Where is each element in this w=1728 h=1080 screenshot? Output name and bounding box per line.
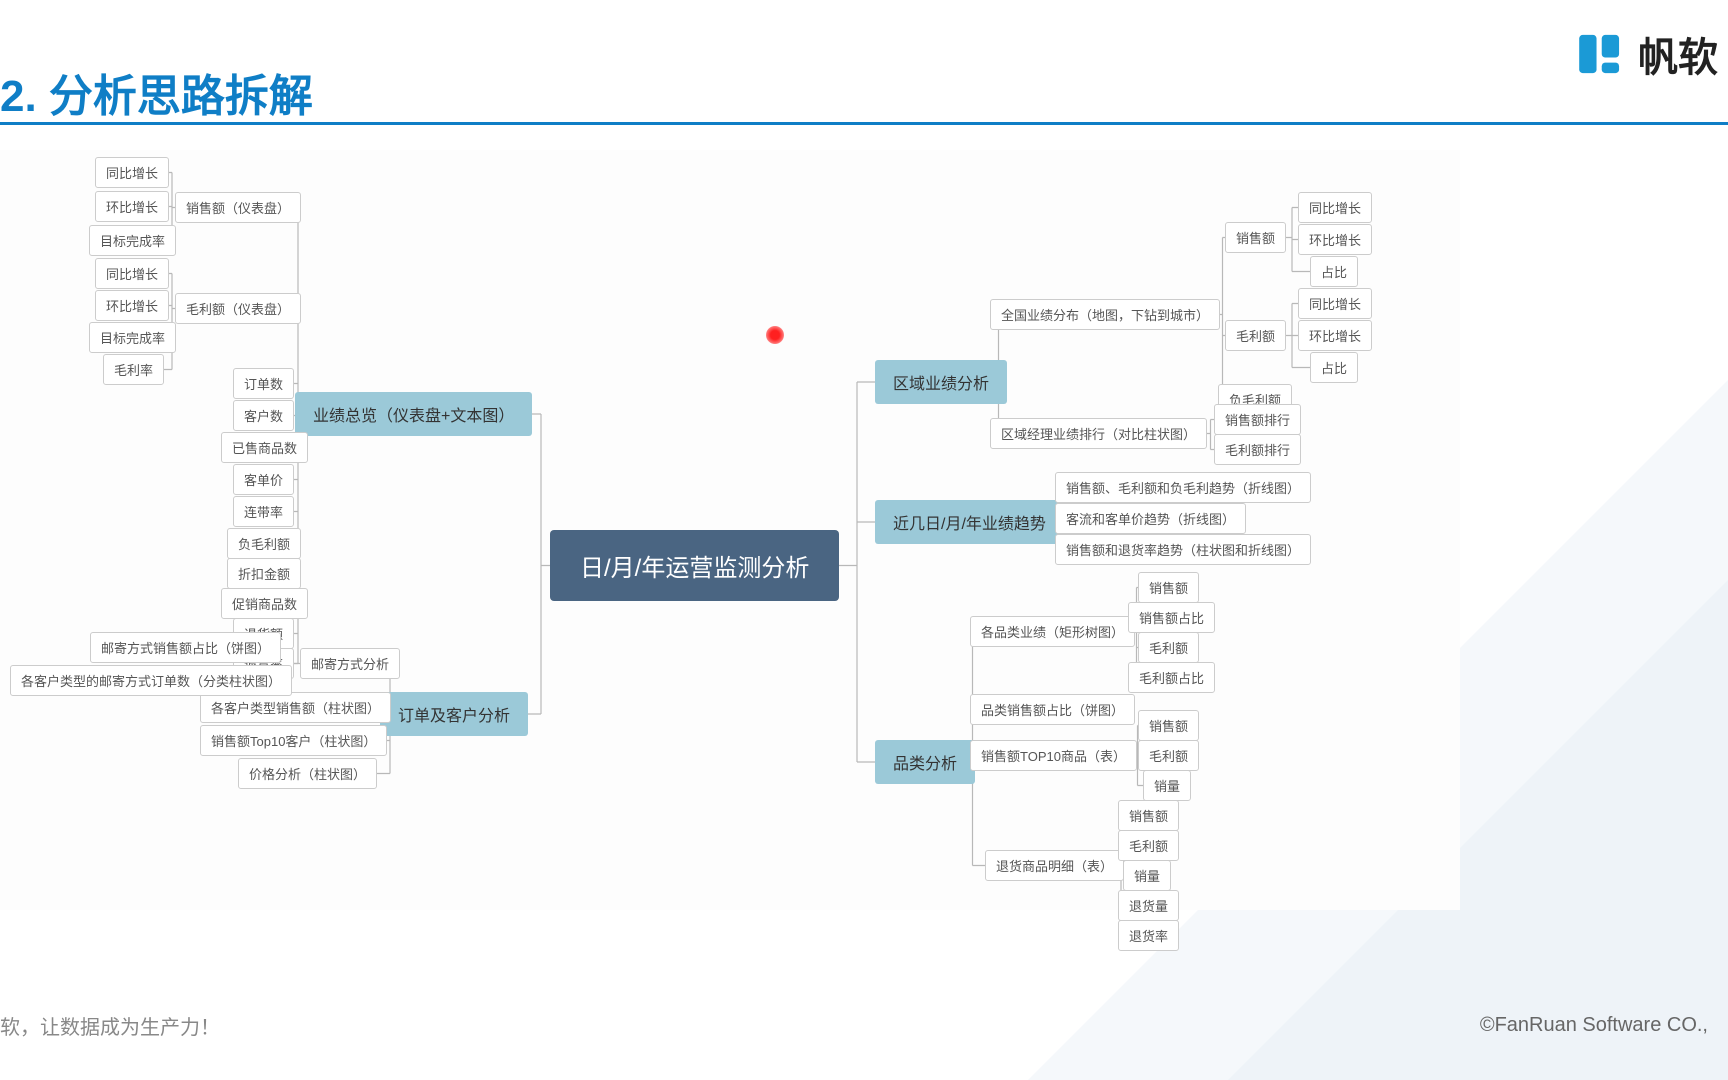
branch-order_customer: 订单及客户分析: [380, 692, 528, 736]
leaf-perf_overview-2-4: 连带率: [233, 496, 294, 527]
leaf-region-0-0: 销售额: [1225, 222, 1286, 253]
sub-category-3: 退货商品明细（表）: [985, 850, 1124, 881]
root-node: 日/月/年运营监测分析: [550, 530, 839, 601]
leaf-region-0-1-0: 同比增长: [1298, 288, 1372, 319]
leaf-perf_overview-1-0: 同比增长: [95, 258, 169, 289]
sub-order_customer-0: 邮寄方式分析: [300, 648, 400, 679]
leaf-order_customer-1-2: 价格分析（柱状图）: [238, 758, 377, 789]
sub-category-0: 各品类业绩（矩形树图）: [970, 616, 1135, 647]
leaf-category-2-2: 销量: [1143, 770, 1191, 801]
leaf-order_customer-1-0: 各客户类型销售额（柱状图）: [200, 692, 391, 723]
leaf-region-0-0-2: 占比: [1310, 256, 1358, 287]
leaf-order_customer-1-1: 销售额Top10客户（柱状图）: [200, 725, 387, 756]
leaf-perf_overview-0-2: 目标完成率: [89, 225, 176, 256]
leaf-perf_overview-2-1: 客户数: [233, 400, 294, 431]
leaf-perf_overview-1-2: 目标完成率: [89, 322, 176, 353]
header: 2. 分析思路拆解 帆软: [0, 0, 1728, 140]
branch-trend: 近几日/月/年业绩趋势: [875, 500, 1064, 544]
leaf-order_customer-0-1: 各客户类型的邮寄方式订单数（分类柱状图）: [10, 665, 292, 696]
laser-pointer-dot: [766, 326, 784, 344]
logo: 帆软: [1574, 25, 1718, 83]
leaf-category-3-0: 销售额: [1118, 800, 1179, 831]
leaf-category-3-2: 销量: [1123, 860, 1171, 891]
leaf-region-0-0-1: 环比增长: [1298, 224, 1372, 255]
leaf-perf_overview-1-3: 毛利率: [103, 354, 164, 385]
sub-trend-1: 客流和客单价趋势（折线图）: [1055, 503, 1246, 534]
leaf-region-0-1: 毛利额: [1225, 320, 1286, 351]
sub-category-2: 销售额TOP10商品（表）: [970, 740, 1137, 771]
leaf-perf_overview-2-3: 客单价: [233, 464, 294, 495]
leaf-region-0-0-0: 同比增长: [1298, 192, 1372, 223]
footer-tagline: 软，让数据成为生产力！: [0, 1011, 220, 1040]
leaf-category-0-0: 销售额: [1138, 572, 1199, 603]
sub-trend-2: 销售额和退货率趋势（柱状图和折线图）: [1055, 534, 1311, 565]
sub-perf_overview-0: 销售额（仪表盘）: [175, 192, 301, 223]
leaf-perf_overview-0-1: 环比增长: [95, 191, 169, 222]
leaf-region-0-1-2: 占比: [1310, 352, 1358, 383]
leaf-category-3-3: 退货量: [1118, 890, 1179, 921]
branch-region: 区域业绩分析: [875, 360, 1007, 404]
sub-category-1: 品类销售额占比（饼图）: [970, 694, 1135, 725]
fanruan-logo-icon: [1574, 28, 1626, 80]
leaf-category-3-4: 退货率: [1118, 920, 1179, 951]
leaf-region-0-1-1: 环比增长: [1298, 320, 1372, 351]
footer: 软，让数据成为生产力！ ©FanRuan Software CO.,: [0, 1000, 1728, 1050]
sub-region-1: 区域经理业绩排行（对比柱状图）: [990, 418, 1207, 449]
leaf-category-2-0: 销售额: [1138, 710, 1199, 741]
sub-trend-0: 销售额、毛利额和负毛利趋势（折线图）: [1055, 472, 1311, 503]
leaf-perf_overview-2-2: 已售商品数: [221, 432, 308, 463]
logo-text: 帆软: [1638, 25, 1718, 83]
leaf-region-1-0: 销售额排行: [1214, 404, 1301, 435]
footer-copyright: ©FanRuan Software CO.,: [1480, 1014, 1708, 1037]
leaf-perf_overview-2-0: 订单数: [233, 368, 294, 399]
page-title: 2. 分析思路拆解: [0, 60, 313, 124]
leaf-category-2-1: 毛利额: [1138, 740, 1199, 771]
leaf-category-0-1: 销售额占比: [1128, 602, 1215, 633]
leaf-perf_overview-1-1: 环比增长: [95, 290, 169, 321]
branch-category: 品类分析: [875, 740, 975, 784]
leaf-region-1-1: 毛利额排行: [1214, 434, 1301, 465]
leaf-category-0-2: 毛利额: [1138, 632, 1199, 663]
leaf-order_customer-0-0: 邮寄方式销售额占比（饼图）: [90, 632, 281, 663]
leaf-category-3-1: 毛利额: [1118, 830, 1179, 861]
branch-perf_overview: 业绩总览（仪表盘+文本图）: [295, 392, 532, 436]
sub-perf_overview-1: 毛利额（仪表盘）: [175, 293, 301, 324]
leaf-perf_overview-2-6: 折扣金额: [227, 558, 301, 589]
title-underline: [0, 122, 1728, 125]
leaf-perf_overview-0-0: 同比增长: [95, 157, 169, 188]
leaf-category-0-3: 毛利额占比: [1128, 662, 1215, 693]
mindmap-diagram: 日/月/年运营监测分析 业绩总览（仪表盘+文本图） 销售额（仪表盘） 毛利额（仪表盘）…: [0, 150, 1460, 910]
leaf-perf_overview-2-7: 促销商品数: [221, 588, 308, 619]
sub-region-0: 全国业绩分布（地图，下钻到城市）: [990, 299, 1220, 330]
leaf-perf_overview-2-5: 负毛利额: [227, 528, 301, 559]
